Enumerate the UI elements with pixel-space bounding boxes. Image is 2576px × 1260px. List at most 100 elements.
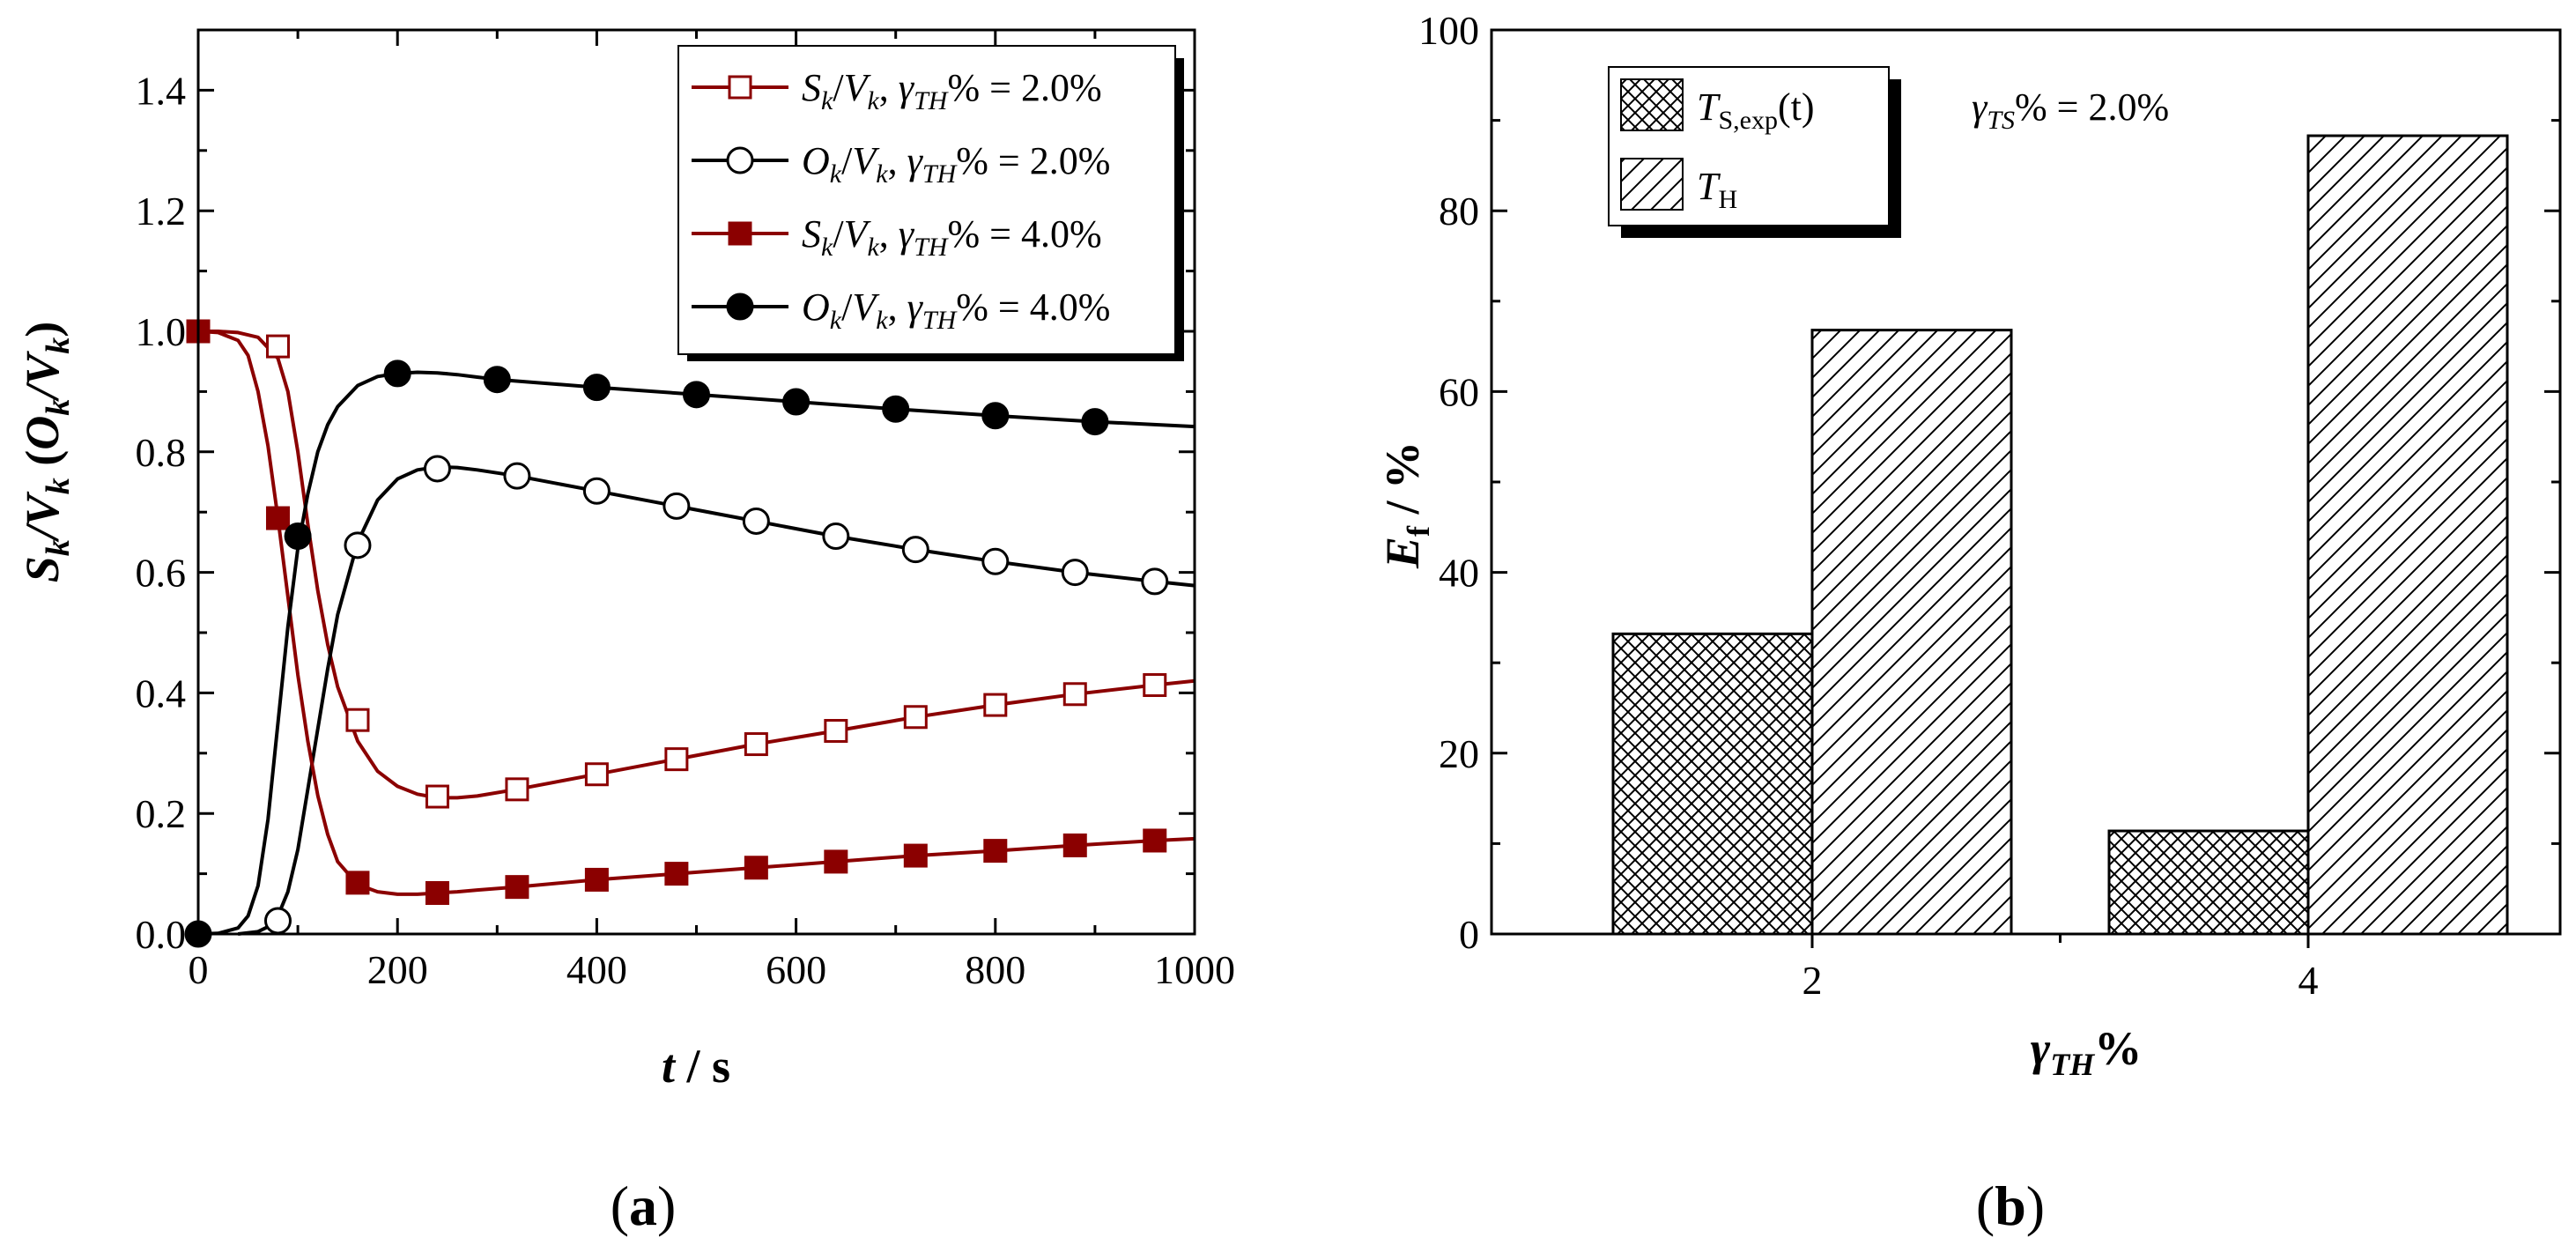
legend-a-label-part: O: [802, 285, 830, 329]
a-y-tick-label: 0.8: [136, 430, 187, 475]
xlabel-b-gamma: γ: [2031, 1022, 2051, 1075]
ylabel-a-open: (: [16, 450, 69, 478]
legend-a-label-part: k: [830, 159, 842, 189]
a-series-1-point: [1143, 673, 1167, 698]
a-series-3-point: [1062, 833, 1087, 857]
legend-a-label-part: /: [833, 212, 844, 256]
ylabel-a-slash1: /V: [16, 491, 69, 543]
legend-a-label-part: TH: [922, 306, 959, 335]
legend-b-label-ts: TS,exp(t): [1697, 85, 1815, 135]
panel-a-legend: Sk/Vk, γTH% = 2.0%Ok/Vk, γTH% = 2.0%Sk/V…: [677, 45, 1184, 361]
legend-a-label-1: Sk/Vk, γTH% = 2.0%: [802, 66, 1102, 115]
a-x-tick-label: 600: [766, 947, 826, 992]
ylabel-a-close: ): [16, 322, 69, 337]
a-series-1-point: [584, 762, 609, 787]
legend-b-th-sub: H: [1718, 185, 1737, 214]
legend-a-rows: Sk/Vk, γTH% = 2.0%Ok/Vk, γTH% = 2.0%Sk/V…: [692, 66, 1110, 335]
legend-a-label-part: γ: [907, 285, 924, 329]
legend-a-label-part: k: [876, 306, 888, 335]
legend-b-swatch-diagonal: [1620, 158, 1684, 211]
a-series-1-point: [345, 708, 370, 732]
a-series-2-point: [981, 547, 1010, 575]
a-series-2-point: [582, 477, 611, 505]
legend-a-label-part: k: [876, 159, 888, 189]
a-series-3-point: [903, 843, 928, 868]
panel-b-caption: (b): [1976, 1175, 2045, 1237]
a-series-1-point: [1062, 682, 1087, 707]
a-series-1-point: [744, 732, 768, 757]
legend-a-box: [677, 45, 1176, 355]
a-series-3-point: [983, 839, 1008, 863]
a-series-1-point: [903, 705, 928, 730]
a-series-2-point: [1061, 559, 1089, 587]
a-x-tick-label: 800: [965, 947, 1025, 992]
a-series-3-point: [664, 862, 689, 886]
legend-a-label-part: V: [852, 285, 880, 329]
a-series-3-point: [345, 871, 370, 895]
legend-a-label-part: TH: [922, 159, 959, 189]
caption-a-close: ): [657, 1175, 676, 1237]
legend-a-marker-4: [726, 293, 754, 321]
a-x-tick-label: 1000: [1154, 947, 1235, 992]
a-series-1-point: [983, 693, 1008, 717]
xlabel-b-pct: %: [2094, 1022, 2142, 1075]
a-series-2-point: [663, 492, 691, 520]
legend-a-label-part: k: [830, 306, 842, 335]
b-y-tick-label: 20: [1439, 731, 1479, 776]
ylabel-a-k2: k: [40, 478, 77, 494]
ylabel-b-e: E: [1376, 537, 1429, 569]
a-series-1-point: [505, 777, 529, 802]
a-y-tick-label: 1.0: [136, 309, 187, 354]
b-x-tick-label: 4: [2298, 958, 2319, 1003]
a-series-1-point: [265, 334, 290, 359]
legend-a-marker-2: [726, 146, 754, 174]
legend-a-label-part: ,: [879, 66, 899, 109]
a-series-4-point: [383, 359, 411, 388]
panel-a-xlabel: t / s: [662, 1040, 730, 1093]
a-series-1-point: [425, 784, 449, 809]
legend-a-label-3: Sk/Vk, γTH% = 4.0%: [802, 212, 1102, 262]
a-series-2-point: [423, 455, 451, 483]
a-y-tick-label: 0.2: [136, 791, 187, 836]
legend-a-label-part: /: [841, 285, 853, 329]
legend-a-label-part: ,: [888, 139, 907, 182]
legend-a-label-part: V: [844, 66, 872, 109]
a-series-4-point: [284, 523, 312, 551]
a-y-tick-label: 1.4: [136, 68, 187, 113]
a-x-tick-label: 200: [367, 947, 428, 992]
b-bar-ts-4: [2107, 829, 2310, 936]
legend-a-label-2: Ok/Vk, γTH% = 2.0%: [802, 139, 1110, 189]
caption-a-letter: a: [629, 1175, 657, 1237]
panel-b-ylabel: Ef / %: [1376, 441, 1436, 569]
ylabel-a-s: S: [16, 556, 69, 582]
caption-b-letter: b: [1995, 1175, 2026, 1237]
caption-b-open: (: [1976, 1175, 1995, 1237]
a-series-2-point: [344, 531, 372, 560]
legend-a-label-part: S: [802, 212, 821, 256]
a-series-4-point: [1081, 408, 1109, 436]
legend-b-ts-suffix: (t): [1778, 85, 1815, 129]
legend-a-marker-1: [728, 75, 752, 100]
a-series-2-point: [263, 907, 292, 935]
panel-b-plot-frame: [1490, 28, 2562, 936]
caption-b-close: ): [2026, 1175, 2045, 1237]
a-y-tick-label: 0.6: [136, 551, 187, 596]
legend-a-label-part: % = 4.0%: [947, 212, 1101, 256]
panel-a-caption: (a): [611, 1175, 677, 1237]
a-x-tick-label: 400: [566, 947, 627, 992]
a-series-3-line: [197, 330, 1195, 896]
a-series-4-point: [582, 374, 611, 402]
ylabel-b-sub: f: [1401, 525, 1436, 537]
a-series-4-point: [981, 402, 1010, 430]
panel-b-annotation: γTS% = 2.0%: [1972, 85, 2169, 135]
legend-a-label-part: S: [802, 66, 821, 109]
panel-b-legend: TS,exp(t) TH: [1608, 66, 1901, 238]
a-series-3-point: [265, 506, 290, 530]
panel-a-line-chart: 0 200 400 600 800 1000 0.0 0.2 0.4 0.6 0.8 1.0 1.2 1.…: [16, 28, 1235, 1237]
xlabel-a-unit: / s: [675, 1040, 730, 1093]
legend-a-label-part: ,: [888, 285, 907, 329]
ylabel-a-o: O: [16, 416, 69, 450]
panel-b-bars: [1611, 134, 2509, 936]
b-y-tick-label: 100: [1418, 8, 1479, 53]
